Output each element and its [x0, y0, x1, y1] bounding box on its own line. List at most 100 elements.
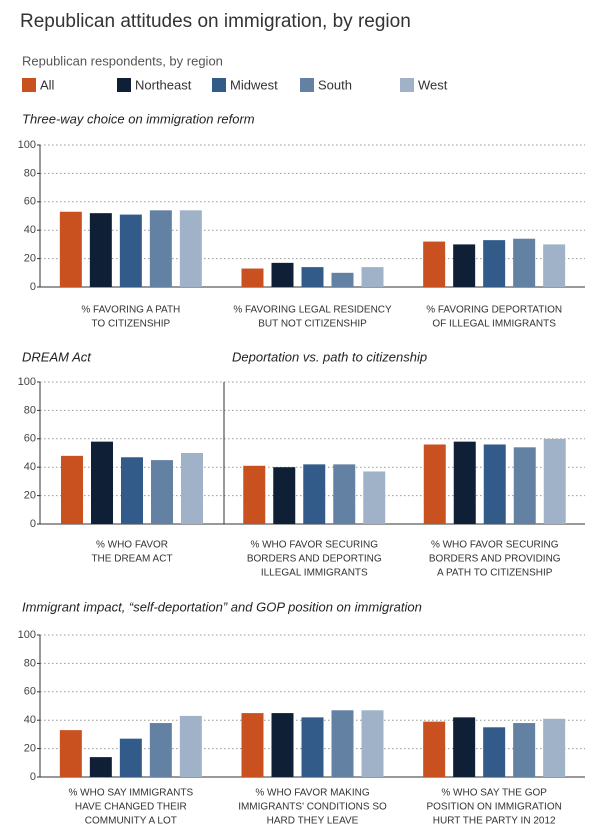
bar — [363, 471, 386, 524]
y-tick-label: 100 — [18, 139, 36, 151]
bar — [513, 238, 536, 287]
panel-title: Deportation vs. path to citizenship — [232, 349, 427, 364]
bar — [59, 211, 82, 287]
bar — [271, 713, 294, 777]
bar — [179, 715, 202, 777]
bar — [151, 460, 173, 524]
bar — [91, 441, 113, 524]
bar — [61, 455, 83, 524]
bar — [543, 438, 566, 524]
bar — [453, 717, 476, 777]
x-tick-label: HARD THEY LEAVE — [267, 816, 359, 827]
bar — [483, 444, 506, 524]
bar — [59, 730, 82, 777]
y-tick-label: 20 — [24, 743, 36, 755]
y-tick-label: 20 — [24, 490, 36, 502]
panel-title: DREAM Act — [22, 349, 92, 364]
y-tick-label: 80 — [24, 404, 36, 416]
bar — [301, 717, 324, 777]
x-tick-label: % WHO SAY THE GOP — [441, 788, 547, 799]
x-tick-label: BORDERS AND PROVIDING — [429, 554, 561, 565]
bar — [361, 267, 384, 287]
panel-title: Three-way choice on immigration reform — [22, 111, 255, 126]
y-tick-label: 60 — [24, 686, 36, 698]
chart-title: Republican attitudes on immigration, by … — [20, 11, 411, 32]
bar — [243, 465, 266, 524]
bar — [453, 441, 476, 524]
bar — [513, 723, 536, 777]
x-tick-label: IMMIGRANTS' CONDITIONS SO — [238, 802, 387, 813]
bar — [241, 268, 264, 287]
legend-swatch — [300, 78, 314, 92]
x-tick-label: COMMUNITY A LOT — [85, 816, 177, 827]
bar — [273, 467, 296, 524]
y-tick-label: 100 — [18, 629, 36, 641]
bar — [89, 757, 112, 777]
y-tick-label: 40 — [24, 714, 36, 726]
y-tick-label: 60 — [24, 433, 36, 445]
x-tick-label: % WHO FAVOR SECURING — [431, 540, 559, 551]
bar — [271, 262, 294, 287]
x-tick-label: POSITION ON IMMIGRATION — [426, 802, 561, 813]
bar — [423, 721, 446, 777]
bar — [181, 453, 203, 524]
y-tick-label: 20 — [24, 253, 36, 265]
bar — [179, 210, 202, 287]
bar — [121, 457, 143, 524]
y-tick-label: 60 — [24, 196, 36, 208]
y-tick-label: 0 — [30, 518, 36, 530]
y-tick-label: 0 — [30, 281, 36, 293]
legend-label: All — [40, 77, 55, 92]
bar — [331, 272, 354, 287]
x-tick-label: % WHO SAY IMMIGRANTS — [69, 788, 194, 799]
x-tick-label: % WHO FAVOR — [96, 540, 168, 551]
x-tick-label: THE DREAM ACT — [91, 554, 172, 565]
legend-swatch — [22, 78, 36, 92]
x-tick-label: % FAVORING LEGAL RESIDENCY — [233, 305, 392, 316]
bar — [361, 710, 384, 777]
bar — [423, 444, 446, 524]
bar — [303, 464, 326, 524]
x-tick-label: HURT THE PARTY IN 2012 — [433, 816, 556, 827]
x-tick-label: TO CITIZENSHIP — [91, 319, 170, 330]
y-tick-label: 80 — [24, 167, 36, 179]
bar — [483, 240, 506, 287]
bar — [453, 244, 476, 287]
x-tick-label: BORDERS AND DEPORTING — [247, 554, 382, 565]
bar — [149, 723, 172, 777]
chart-subtitle: Republican respondents, by region — [22, 53, 223, 68]
legend-label: West — [418, 77, 448, 92]
y-tick-label: 40 — [24, 224, 36, 236]
bar — [89, 213, 112, 287]
bar — [241, 713, 264, 777]
x-tick-label: OF ILLEGAL IMMIGRANTS — [432, 319, 556, 330]
bar — [483, 727, 506, 777]
bar — [331, 710, 354, 777]
x-tick-label: % FAVORING A PATH — [81, 305, 180, 316]
x-tick-label: % FAVORING DEPORTATION — [426, 305, 562, 316]
x-tick-label: A PATH TO CITIZENSHIP — [437, 568, 553, 579]
legend-label: Northeast — [135, 77, 192, 92]
y-tick-label: 100 — [18, 376, 36, 388]
bar — [119, 214, 142, 287]
x-tick-label: BUT NOT CITIZENSHIP — [258, 319, 367, 330]
x-tick-label: ILLEGAL IMMIGRANTS — [261, 568, 368, 579]
bar — [119, 738, 142, 777]
legend-swatch — [400, 78, 414, 92]
x-tick-label: % WHO FAVOR MAKING — [255, 788, 369, 799]
legend-label: Midwest — [230, 77, 278, 92]
x-tick-label: HAVE CHANGED THEIR — [75, 802, 187, 813]
x-tick-label: % WHO FAVOR SECURING — [250, 540, 378, 551]
bar — [149, 210, 172, 287]
panel-title: Immigrant impact, “self-deportation” and… — [22, 599, 422, 614]
bar — [423, 241, 446, 287]
y-tick-label: 80 — [24, 657, 36, 669]
y-tick-label: 0 — [30, 771, 36, 783]
bar — [543, 244, 566, 287]
legend-label: South — [318, 77, 352, 92]
bar — [301, 267, 324, 287]
y-tick-label: 40 — [24, 461, 36, 473]
legend-swatch — [117, 78, 131, 92]
